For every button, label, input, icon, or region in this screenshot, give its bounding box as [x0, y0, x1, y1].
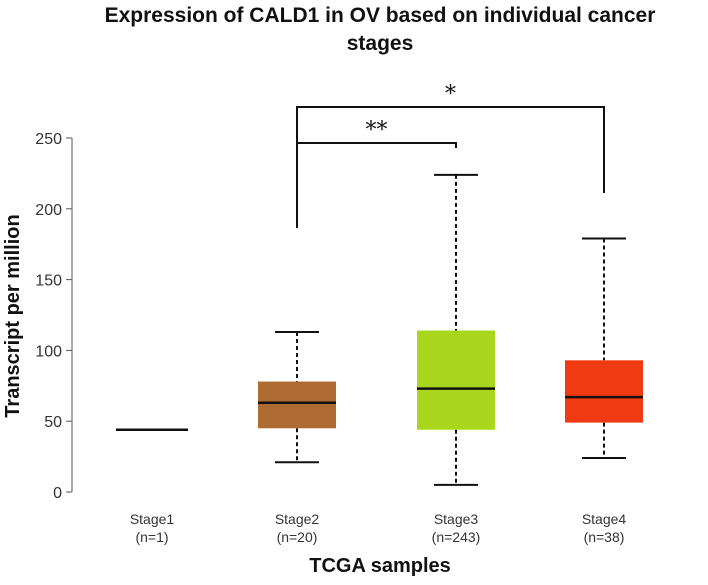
y-tick-label: 0 — [53, 485, 62, 502]
stage3-box — [417, 330, 495, 430]
stage4-n-label: (n=38) — [584, 529, 625, 545]
stage2-n-label: (n=20) — [277, 529, 318, 545]
chart-title-line-1: Expression of CALD1 in OV based on indiv… — [105, 4, 656, 27]
y-tick-label: 250 — [35, 131, 62, 148]
y-tick-label: 150 — [35, 273, 62, 290]
y-tick-label: 50 — [44, 414, 62, 431]
stage3-n-label: (n=243) — [432, 529, 481, 545]
y-axis-label: Transcript per million — [2, 214, 24, 417]
x-axis-label: TCGA samples — [309, 555, 451, 577]
stage2-category-label: Stage2 — [275, 511, 320, 527]
stage4-category-label: Stage4 — [582, 511, 627, 527]
y-tick-label: 200 — [35, 202, 62, 219]
stage1-n-label: (n=1) — [135, 529, 168, 545]
stage3-category-label: Stage3 — [434, 511, 479, 527]
y-tick-label: 100 — [35, 343, 62, 360]
significance-label: * — [445, 82, 456, 107]
significance-label: ** — [366, 118, 388, 143]
chart-title-line-2: stages — [347, 32, 414, 55]
stage2-box — [258, 381, 336, 429]
chart-marks: 0 50 100 150 200 250 Stage1 (n=1) Stage2 (n=20) St… — [35, 82, 643, 545]
significance-bracket — [296, 106, 605, 228]
significance-bracket — [296, 142, 457, 228]
stage4-box — [565, 360, 643, 423]
stage1-category-label: Stage1 — [130, 511, 175, 527]
